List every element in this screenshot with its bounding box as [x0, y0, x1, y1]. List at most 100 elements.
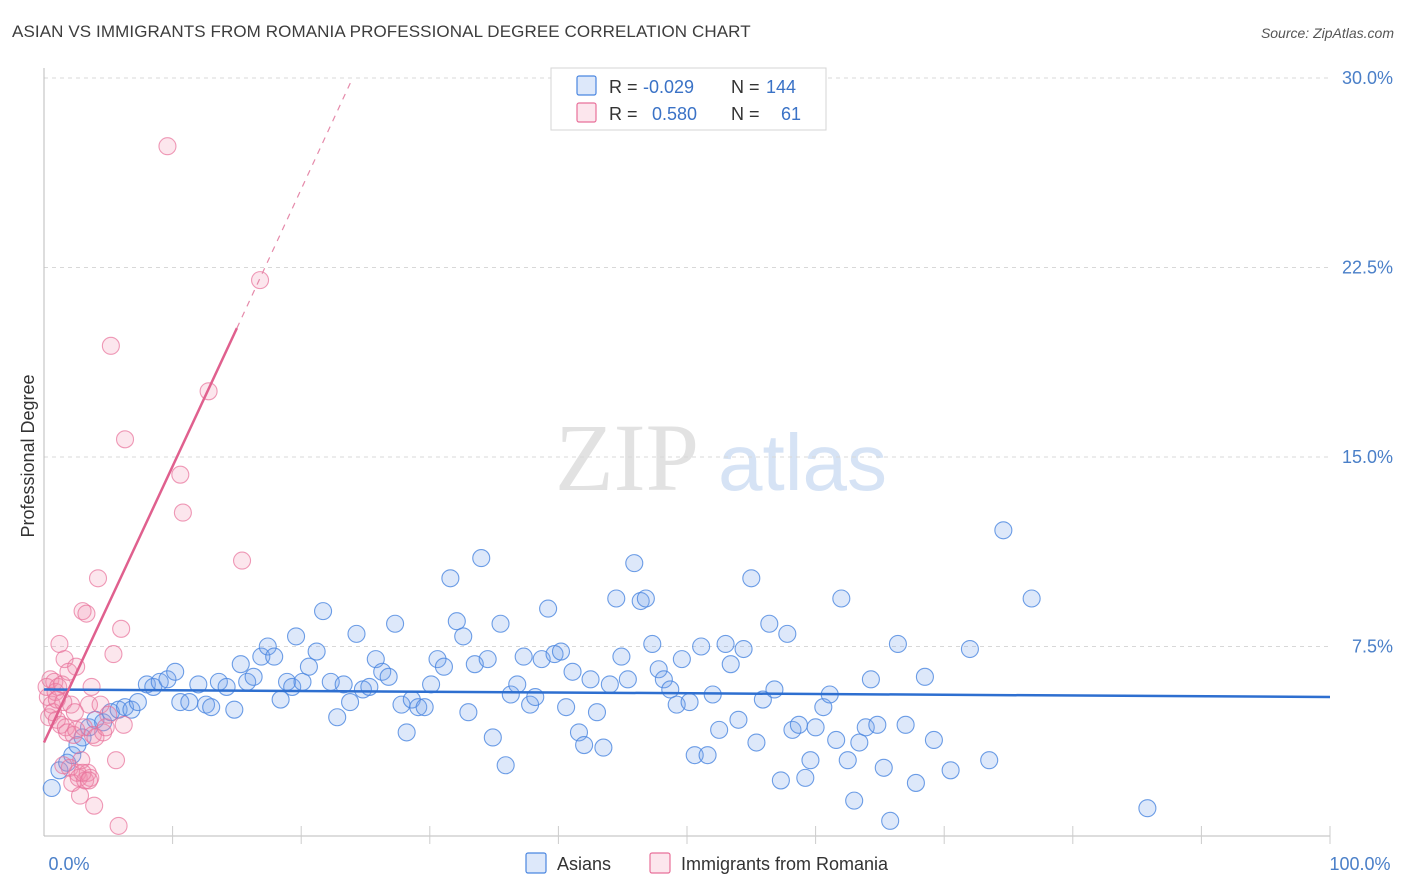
data-point-romania	[250, 271, 270, 290]
series-asians	[42, 521, 1157, 830]
data-point-asian	[459, 703, 478, 722]
data-point-asian	[307, 642, 326, 661]
trend-line-romania-extension	[236, 77, 354, 329]
y-tick-label: 30.0%	[1342, 68, 1393, 88]
data-point-asian	[881, 811, 900, 830]
data-point-asian	[166, 662, 185, 681]
data-point-romania	[79, 771, 99, 790]
legend-n-value-asian: 144	[766, 77, 796, 97]
data-point-asian	[575, 735, 594, 755]
data-point-asian	[347, 624, 366, 643]
data-point-asian	[189, 675, 208, 694]
data-point-asian	[924, 730, 943, 750]
data-point-asian	[508, 675, 527, 694]
data-point-romania	[99, 705, 118, 724]
bottom-legend-swatch-asian	[525, 852, 547, 874]
data-point-asian	[888, 634, 907, 654]
data-point-romania	[77, 604, 96, 623]
data-point-asian	[649, 660, 668, 679]
data-point-asian	[729, 710, 748, 729]
data-point-romania	[85, 796, 104, 815]
data-point-asian	[692, 637, 711, 656]
data-point-romania	[88, 569, 108, 588]
source-label: Source: ZipAtlas.com	[1260, 25, 1394, 41]
data-point-asian	[225, 700, 244, 719]
data-point-asian	[428, 650, 447, 669]
data-point-asian	[960, 639, 979, 659]
data-point-romania	[46, 682, 65, 702]
data-point-romania	[115, 430, 135, 449]
data-point-romania	[73, 763, 92, 782]
data-point-romania	[67, 720, 86, 739]
data-point-asian	[850, 733, 869, 752]
data-point-asian	[906, 773, 925, 792]
data-point-asian	[409, 698, 428, 717]
stats-legend-box	[550, 67, 827, 131]
data-point-asian	[42, 778, 61, 798]
watermark-zip: ZIP	[555, 404, 699, 511]
bottom-legend-swatch-romania	[649, 852, 671, 874]
data-point-asian	[856, 718, 875, 737]
x-tick-label-min: 0.0%	[48, 854, 89, 874]
data-point-asian	[874, 758, 893, 777]
bottom-legend-label-asian: Asians	[557, 854, 611, 874]
data-point-asian	[796, 768, 815, 787]
data-point-asian	[1138, 799, 1157, 818]
data-point-asian	[742, 569, 761, 588]
bottom-legend-label-romania: Immigrants from Romania	[681, 854, 889, 874]
data-point-romania	[104, 645, 123, 664]
y-tick-label: 7.5%	[1352, 637, 1393, 657]
data-point-asian	[612, 647, 631, 666]
legend-n-label-romania: N =	[731, 104, 760, 124]
legend-n-value-romania: 61	[781, 104, 801, 124]
data-point-asian	[896, 715, 915, 734]
data-point-asian	[685, 746, 704, 765]
data-point-romania	[94, 723, 113, 742]
data-point-asian	[747, 733, 766, 752]
data-point-romania	[91, 695, 110, 714]
data-point-asian	[838, 751, 857, 770]
data-point-romania	[70, 786, 90, 805]
data-point-asian	[202, 698, 221, 717]
data-point-asian	[265, 647, 284, 666]
legend-r-value-romania: 0.580	[652, 104, 697, 124]
data-point-asian	[753, 690, 772, 709]
data-point-asian	[600, 675, 619, 694]
data-point-asian	[563, 662, 582, 681]
x-tick-label-max: 100.0%	[1329, 854, 1390, 874]
data-point-asian	[680, 693, 699, 712]
data-point-romania	[232, 551, 252, 570]
data-point-asian	[379, 667, 398, 686]
chart-title: ASIAN VS IMMIGRANTS FROM ROMANIA PROFESS…	[12, 22, 751, 41]
data-point-asian	[447, 612, 466, 631]
data-point-asian	[581, 670, 600, 689]
legend-swatch-asian	[576, 75, 597, 96]
data-point-asian	[483, 728, 502, 747]
data-point-asian	[397, 723, 416, 742]
stats-legend: R = -0.029 N = 144 R = 0.580 N = 61	[550, 67, 827, 131]
y-axis-label: Professional Degree	[18, 374, 38, 537]
data-point-asian	[360, 677, 379, 696]
x-ticks	[172, 826, 1331, 844]
legend-r-value-asian: -0.029	[643, 77, 694, 97]
data-point-asian	[915, 667, 934, 686]
watermark-atlas: atlas	[718, 418, 887, 507]
data-point-asian	[827, 730, 846, 750]
data-point-asian	[778, 624, 797, 643]
data-point-asian	[710, 720, 729, 739]
data-point-asian	[328, 708, 347, 727]
data-point-asian	[980, 751, 999, 770]
data-point-asian	[287, 627, 306, 646]
data-point-asian	[994, 521, 1013, 540]
data-point-asian	[122, 700, 141, 719]
data-point-asian	[514, 647, 533, 666]
data-point-asian	[845, 791, 864, 810]
data-point-romania	[78, 763, 97, 782]
data-point-asian	[496, 756, 515, 775]
data-point-asian	[217, 677, 236, 696]
data-point-asian	[501, 685, 520, 704]
legend-swatch-romania	[576, 102, 597, 123]
y-tick-labels: 7.5% 15.0% 22.5% 30.0%	[1342, 68, 1393, 657]
data-point-asian	[801, 751, 820, 770]
